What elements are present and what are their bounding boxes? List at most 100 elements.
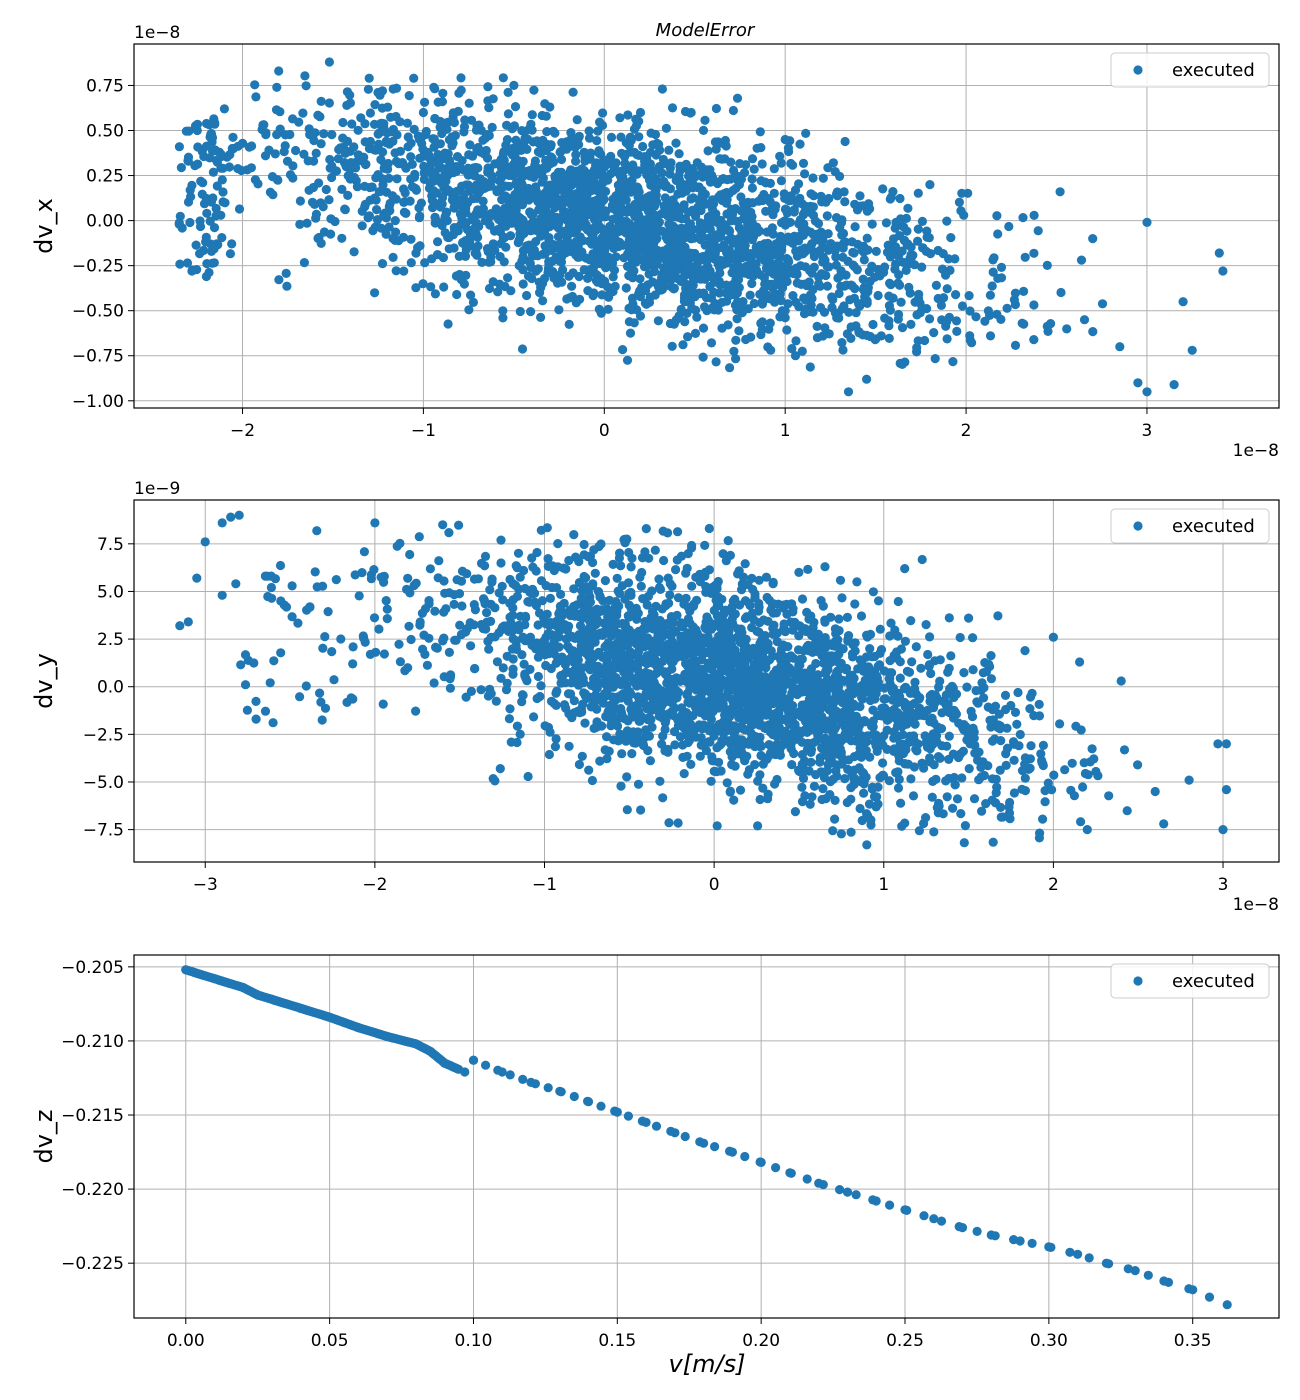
data-point (814, 279, 824, 289)
data-point (452, 289, 462, 300)
data-point (929, 718, 939, 728)
data-point (806, 757, 816, 767)
data-point (768, 229, 778, 239)
data-point (738, 297, 748, 307)
data-point (268, 190, 278, 200)
data-point (391, 266, 401, 276)
data-point (645, 292, 655, 302)
data-point (537, 225, 547, 235)
data-point (996, 273, 1007, 283)
data-point (801, 128, 811, 138)
data-point (650, 188, 660, 198)
data-point (558, 265, 568, 275)
data-point (706, 338, 717, 348)
data-point (950, 254, 960, 264)
legend: executed (1110, 52, 1270, 88)
data-point (820, 323, 830, 333)
x-tick-label: 3 (1142, 421, 1153, 441)
data-point (771, 239, 781, 249)
data-point (896, 798, 906, 808)
data-point (787, 713, 797, 723)
data-point (1115, 342, 1125, 352)
data-point (895, 358, 905, 368)
data-point (485, 220, 495, 230)
data-point (680, 317, 690, 327)
data-point (191, 240, 201, 250)
data-point (281, 268, 291, 278)
data-point (917, 303, 927, 313)
data-point (415, 241, 425, 251)
data-point (989, 253, 999, 263)
data-point (839, 187, 849, 197)
data-point (636, 805, 646, 815)
data-point (217, 233, 227, 243)
data-point (911, 642, 921, 652)
data-point (433, 175, 443, 186)
data-point (483, 130, 493, 140)
data-point (501, 192, 511, 202)
data-point (426, 282, 436, 292)
data-point (301, 81, 311, 91)
data-point (528, 137, 538, 147)
data-point (487, 122, 497, 132)
data-point (735, 600, 745, 610)
data-point (345, 98, 355, 108)
data-point (895, 673, 905, 683)
data-point (783, 299, 793, 309)
data-point (504, 714, 514, 724)
data-point (473, 205, 483, 215)
data-point (936, 300, 947, 310)
data-point (1047, 785, 1057, 795)
data-point (780, 134, 790, 145)
data-point (844, 631, 854, 641)
data-point (716, 739, 726, 749)
data-point (574, 140, 584, 150)
data-point (303, 156, 313, 166)
data-point (540, 99, 550, 109)
data-point (696, 235, 706, 245)
data-point (896, 214, 906, 224)
legend-label: executed (1172, 60, 1255, 81)
data-point (680, 279, 690, 289)
data-point (747, 174, 757, 184)
data-point (780, 313, 790, 323)
data-point (1013, 687, 1023, 698)
data-point (650, 210, 661, 220)
data-point (530, 189, 540, 199)
data-point (797, 750, 808, 760)
data-point (654, 711, 664, 721)
data-point (712, 767, 722, 777)
data-point (749, 298, 759, 309)
x-tick-label: 0 (599, 421, 610, 441)
data-point (658, 731, 668, 741)
data-point (466, 290, 476, 300)
data-point (689, 599, 699, 609)
data-point (762, 290, 772, 300)
y-tick-label: −0.50 (72, 302, 124, 322)
data-point (691, 211, 701, 221)
data-point (713, 137, 723, 147)
data-point (977, 678, 987, 688)
data-point (550, 742, 561, 752)
data-point (942, 334, 952, 344)
data-point (449, 117, 459, 128)
data-point (566, 167, 576, 177)
data-point (722, 175, 732, 185)
data-point (653, 316, 664, 326)
data-point (1085, 757, 1095, 767)
data-point (957, 188, 967, 198)
data-point (427, 169, 437, 179)
data-point (933, 245, 943, 256)
data-point (902, 666, 913, 676)
data-point (347, 119, 357, 129)
data-point (699, 288, 709, 298)
data-point (625, 328, 636, 338)
data-point (678, 202, 689, 212)
data-point (871, 334, 881, 344)
data-point (763, 794, 773, 804)
data-point (425, 178, 435, 188)
data-point (538, 278, 548, 288)
data-point (388, 84, 398, 94)
data-point (842, 612, 853, 623)
data-point (821, 197, 831, 207)
